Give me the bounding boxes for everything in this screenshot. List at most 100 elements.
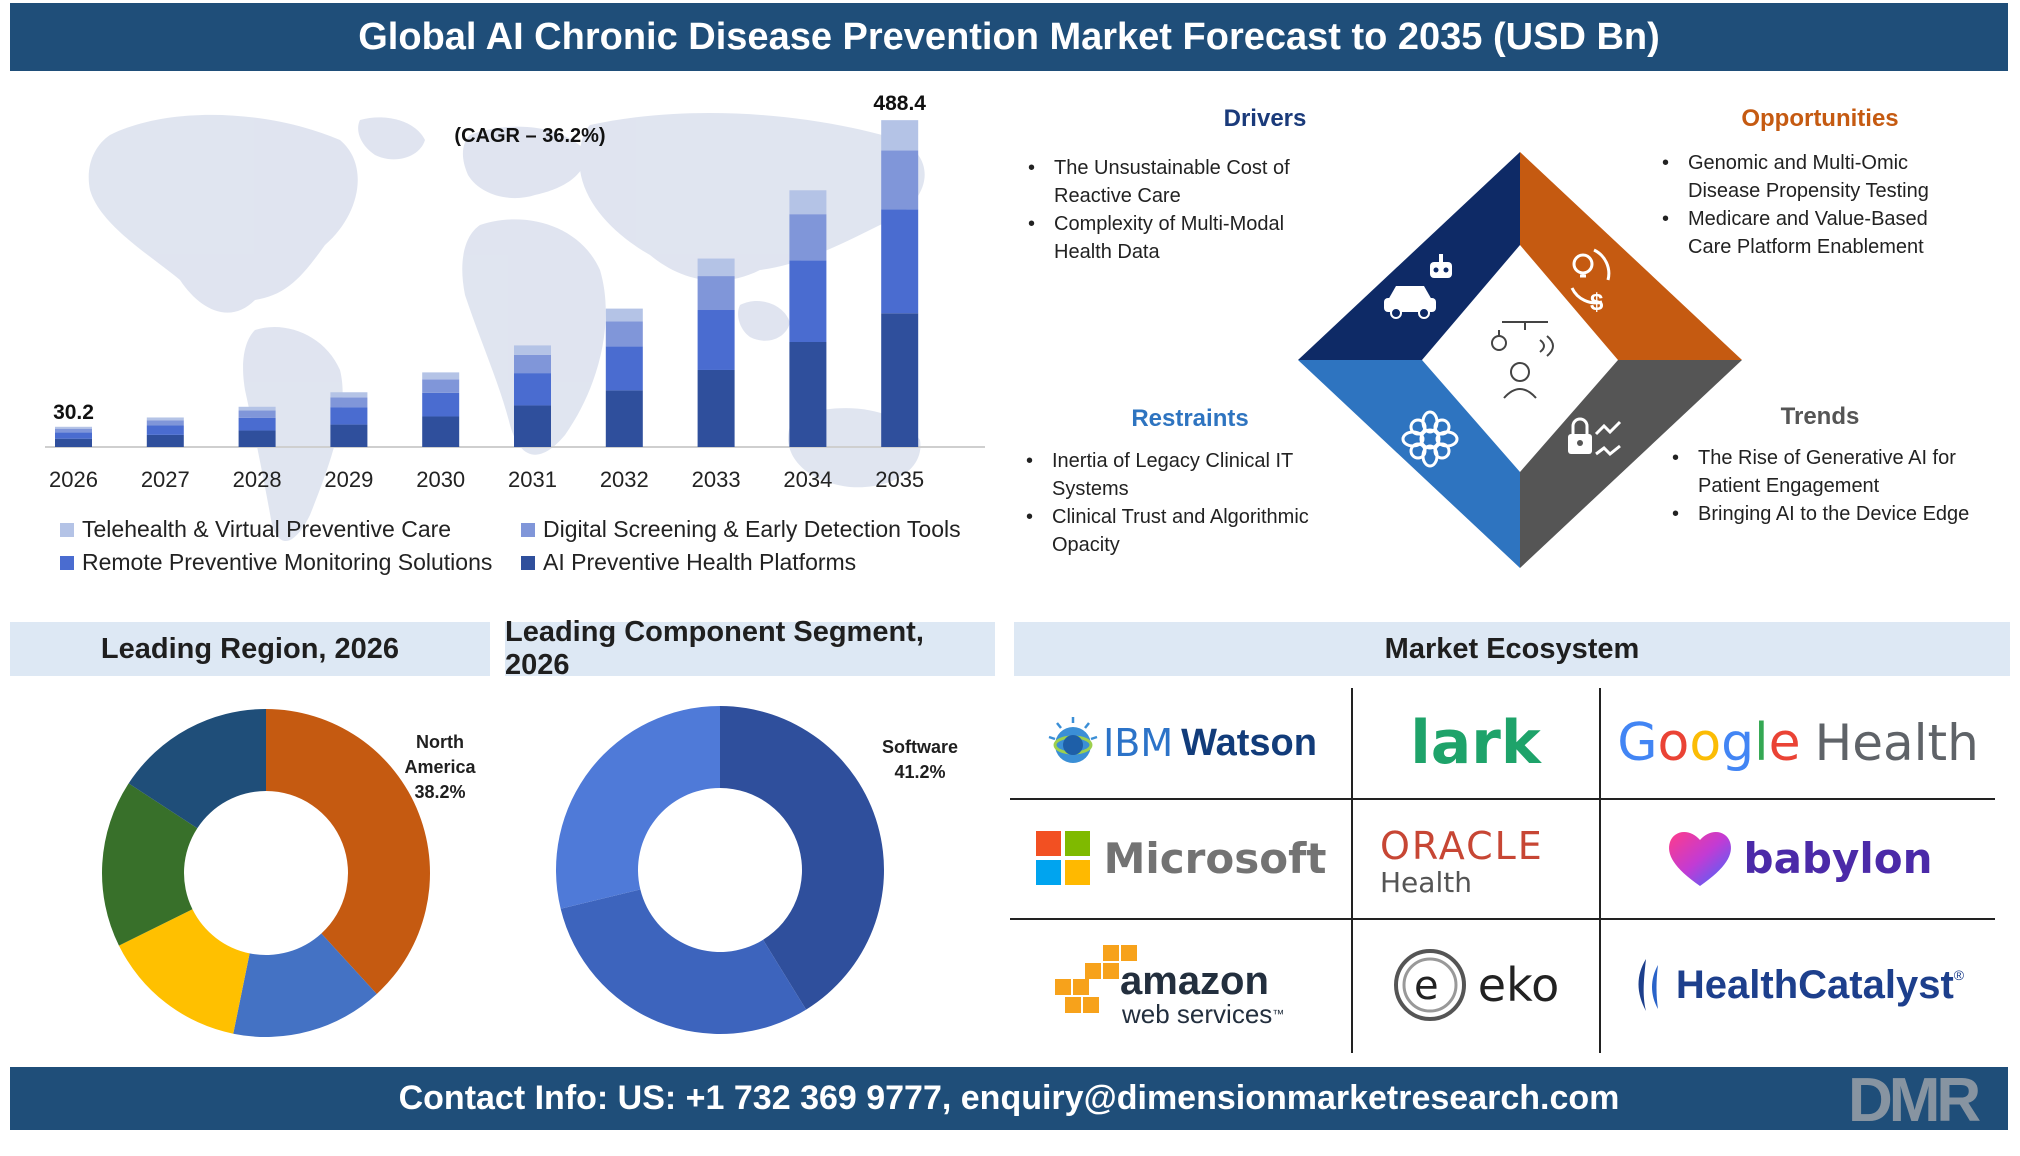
bar-segment <box>146 420 184 426</box>
bar-segment <box>514 345 551 355</box>
health-text: Health <box>1814 714 1979 772</box>
drivers-quadrant <box>1298 152 1520 360</box>
bar-segment <box>697 310 735 370</box>
x-tick-label: 2027 <box>141 467 190 492</box>
lark-text: lark <box>1410 708 1541 778</box>
x-tick-label: 2030 <box>416 467 465 492</box>
robot-car-icon <box>1384 254 1452 319</box>
drivers-title: Drivers <box>1223 105 1307 132</box>
dmr-logo: DMR <box>1848 1066 1981 1135</box>
label-name-line1: North <box>416 732 464 752</box>
data-label-first: 30.2 <box>53 401 94 424</box>
aws-logo: amazon web services™ <box>1050 938 1340 1038</box>
legend-label: AI Preventive Health Platforms <box>543 549 857 575</box>
bar-segment <box>146 434 184 447</box>
svg-text:e: e <box>1414 963 1439 1009</box>
grid-divider <box>1351 688 1353 1053</box>
region-donut-chart <box>102 709 430 1037</box>
bar-segment <box>881 313 919 447</box>
x-tick-label: 2026 <box>49 467 98 492</box>
donut-slice <box>102 783 198 946</box>
label-value: 41.2% <box>894 762 946 782</box>
bar-segment <box>514 354 551 374</box>
legend-label: Digital Screening & Early Detection Tool… <box>543 516 961 542</box>
bar-segment <box>330 397 368 408</box>
list-item: Genomic and Multi-Omic Disease Propensit… <box>1658 149 1948 205</box>
eko-logo: e eko <box>1353 920 1598 1050</box>
idea-money-cycle-icon: $ <box>1570 248 1611 316</box>
bar-segment <box>789 214 827 261</box>
bar-segment <box>146 417 184 421</box>
data-label-last: 488.4 <box>873 95 926 115</box>
x-tick-label: 2033 <box>692 467 741 492</box>
contact-footer: Contact Info: US: +1 732 369 9777, enqui… <box>10 1067 2008 1130</box>
bar-segment <box>605 308 643 322</box>
bar-segment <box>605 346 643 391</box>
bar-segment <box>146 425 184 435</box>
oracle-health-text: Health <box>1380 866 1472 899</box>
legend-label: Telehealth & Virtual Preventive Care <box>82 516 452 542</box>
lock-trend-icon <box>1568 417 1622 457</box>
bar-segment <box>238 410 276 418</box>
google-health-logo: Google Health <box>1601 690 1995 796</box>
heart-icon <box>1668 831 1731 886</box>
list-item: Complexity of Multi-Modal Health Data <box>1024 210 1324 266</box>
bar-segment <box>330 424 368 447</box>
software-label: Software 41.2% <box>875 735 965 785</box>
opportunities-quadrant <box>1520 152 1742 360</box>
component-section-header: Leading Component Segment, 2026 <box>505 616 995 681</box>
label-name-line1: Software <box>881 737 959 757</box>
bar-segment <box>789 341 827 447</box>
amazon-text: amazon <box>1120 959 1269 1003</box>
page-title: Global AI Chronic Disease Prevention Mar… <box>10 3 2008 71</box>
bar-segment <box>789 260 827 342</box>
legend-swatch <box>60 522 74 537</box>
robot-arm-person-icon <box>1491 321 1554 399</box>
aws-sub-text: web services™ <box>1122 1000 1284 1028</box>
bar-segment <box>330 392 368 398</box>
bar-segment <box>697 258 735 277</box>
bar-segment <box>55 438 92 447</box>
legend-item-digital-screening: Digital Screening & Early Detection Tool… <box>521 516 961 543</box>
market-dynamics-diamond: $ <box>1298 152 1742 568</box>
bar-segment <box>422 392 460 417</box>
bar-segment <box>881 150 919 210</box>
donut-slice <box>233 933 377 1037</box>
google-letter: g <box>1721 713 1755 773</box>
bar-segment <box>422 372 460 380</box>
eko-text: eko <box>1477 958 1560 1012</box>
legend-item-remote-monitoring: Remote Preventive Monitoring Solutions <box>60 549 492 576</box>
bar-segment <box>330 407 368 425</box>
trademark-text: ™ <box>1272 1007 1285 1021</box>
donut-slice <box>118 909 250 1034</box>
svg-text:$: $ <box>1590 289 1604 316</box>
grid-divider <box>1599 688 1601 1053</box>
trends-title: Trends <box>1780 403 1860 430</box>
flame-icon <box>1638 959 1658 1011</box>
trends-list: The Rise of Generative AI for Patient En… <box>1668 444 1998 528</box>
legend-swatch <box>521 522 535 537</box>
label-value: 38.2% <box>414 782 466 802</box>
legend-item-telehealth: Telehealth & Virtual Preventive Care <box>60 516 451 543</box>
bar-segment <box>697 276 735 311</box>
bar-segment <box>881 209 919 314</box>
aws-cubes-icon <box>1055 945 1137 1013</box>
bar-segment <box>422 416 460 447</box>
bar-segment <box>55 426 92 429</box>
grid-divider <box>1010 798 1995 800</box>
oracle-health-logo: ORACLE Health <box>1380 826 1590 906</box>
google-letter: l <box>1754 713 1769 773</box>
babylon-logo: babylon <box>1601 800 1995 916</box>
bar-segment <box>422 379 460 393</box>
x-tick-label: 2028 <box>233 467 282 492</box>
health-catalyst-logo: HealthCatalyst ® <box>1601 920 1995 1050</box>
google-letter: G <box>1617 713 1658 773</box>
bar-segment <box>605 390 643 447</box>
registered-mark: ® <box>1953 967 1965 983</box>
ibm-watson-logo: IBM Watson <box>1012 690 1350 796</box>
list-item: Medicare and Value-Based Care Platform E… <box>1658 205 1948 261</box>
donut-slice <box>560 889 807 1034</box>
bar-segment <box>238 430 276 447</box>
legend-swatch <box>521 555 535 570</box>
health-catalyst-text: HealthCatalyst <box>1675 962 1954 1007</box>
